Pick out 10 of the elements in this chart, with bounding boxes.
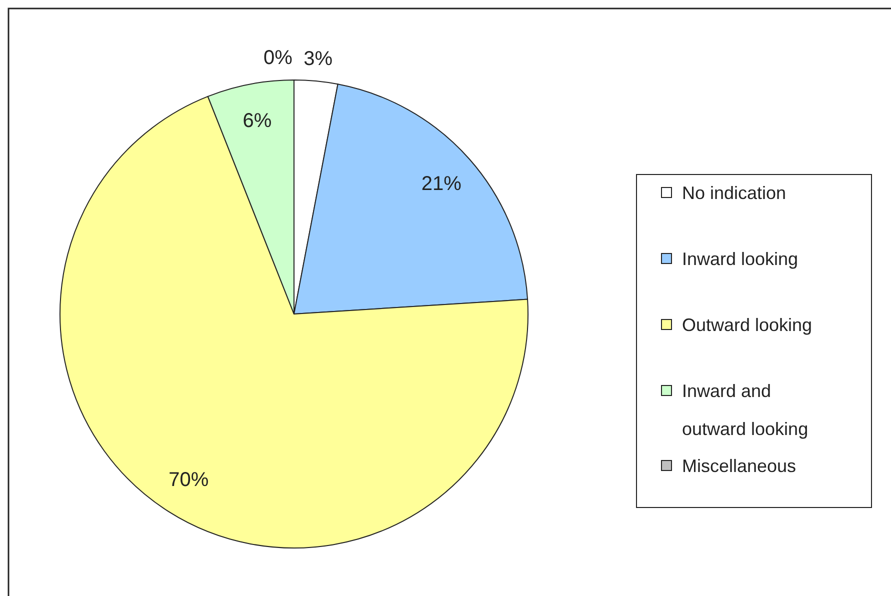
data-label: 6% (242, 110, 272, 132)
data-label: 3% (304, 48, 333, 70)
legend-label: No indication (682, 183, 786, 203)
data-label: 21% (421, 173, 462, 196)
data-label: 70% (168, 468, 209, 491)
text: 0% (264, 47, 292, 69)
legend-label: Miscellaneous (682, 456, 796, 476)
legend-label: Inward and outward looking (682, 381, 808, 439)
legend-label: Outward looking (682, 315, 812, 335)
legend-label: Inward looking (682, 249, 798, 269)
